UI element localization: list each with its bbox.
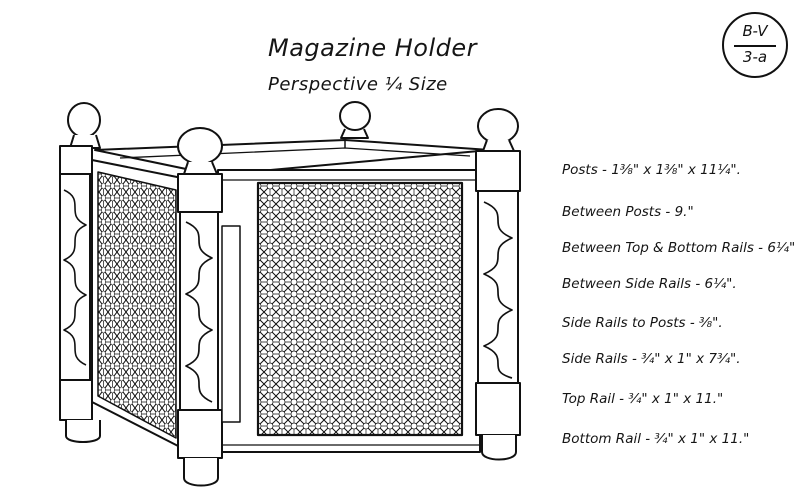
spec-top-rail: Top Rail - ¾" x 1" x 11." bbox=[562, 391, 724, 407]
front-left-post bbox=[177, 127, 241, 487]
spec-between-top-bottom-rails: Between Top & Bottom Rails - 6¼" bbox=[562, 240, 796, 256]
magazine-holder-drawing bbox=[59, 101, 521, 487]
drawing-subtitle: Perspective ¼ Size bbox=[268, 74, 448, 95]
spec-bottom-rail: Bottom Rail - ¾" x 1" x 11." bbox=[562, 431, 750, 447]
spec-between-posts: Between Posts - 9." bbox=[562, 204, 694, 220]
back-post-finial bbox=[339, 101, 371, 139]
spec-side-rails-to-posts: Side Rails to Posts - ⅜". bbox=[562, 315, 723, 331]
front-cane-panel bbox=[256, 181, 464, 437]
plate-number-top: B-V bbox=[742, 22, 768, 40]
plate-number-badge: B-V 3-a bbox=[722, 12, 788, 78]
spec-posts: Posts - 1⅜" x 1⅜" x 11¼". bbox=[562, 162, 741, 178]
badge-divider bbox=[734, 45, 776, 47]
drawing-title: Magazine Holder bbox=[268, 34, 477, 62]
plate-number-bottom: 3-a bbox=[742, 48, 768, 66]
spec-between-side-rails: Between Side Rails - 6¼". bbox=[562, 276, 737, 292]
front-right-post bbox=[475, 108, 521, 461]
spec-side-rails: Side Rails - ¾" x 1" x 7¾". bbox=[562, 351, 741, 367]
left-back-post bbox=[59, 102, 101, 443]
left-cane-panel bbox=[97, 171, 177, 439]
